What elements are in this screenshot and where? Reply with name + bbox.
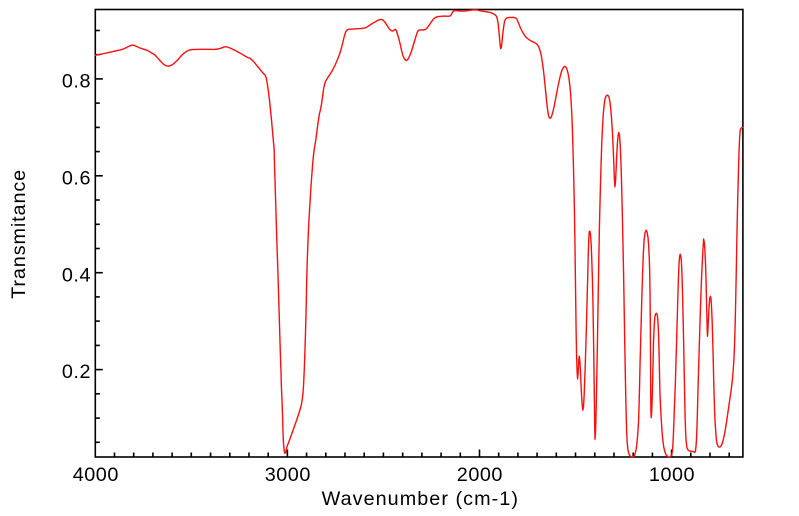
svg-text:Wavenumber (cm-1): Wavenumber (cm-1) xyxy=(322,488,519,510)
svg-text:Transmitance: Transmitance xyxy=(8,169,30,299)
svg-text:0.6: 0.6 xyxy=(62,167,91,189)
svg-text:1000: 1000 xyxy=(649,464,695,486)
svg-text:0.2: 0.2 xyxy=(62,361,91,383)
svg-text:2000: 2000 xyxy=(457,464,503,486)
svg-text:0.8: 0.8 xyxy=(62,71,91,93)
svg-text:0.4: 0.4 xyxy=(62,264,91,286)
svg-text:4000: 4000 xyxy=(73,464,119,486)
svg-text:3000: 3000 xyxy=(265,464,311,486)
